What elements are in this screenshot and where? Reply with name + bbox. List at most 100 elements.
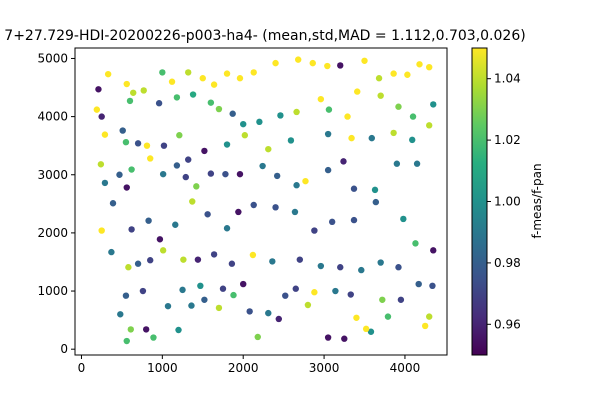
data-point — [324, 62, 331, 70]
data-point — [400, 215, 407, 223]
data-point — [368, 134, 375, 142]
colorbar-ticks: 0.96 0.98 1.00 1.02 1.04 — [487, 72, 521, 331]
data-point — [412, 240, 419, 247]
data-point — [328, 218, 336, 226]
data-point — [404, 71, 411, 78]
x-tick-label: 1000 — [147, 361, 178, 375]
data-point — [317, 95, 325, 103]
data-point — [348, 134, 355, 142]
data-point — [325, 106, 333, 113]
data-point — [287, 137, 295, 144]
data-point — [126, 97, 134, 105]
y-tick-label: 0 — [60, 342, 68, 356]
data-point — [159, 69, 166, 76]
data-point — [101, 179, 109, 187]
data-point — [291, 208, 299, 216]
data-point — [145, 217, 152, 224]
data-point — [409, 113, 417, 120]
data-point — [194, 256, 202, 263]
data-point — [292, 285, 299, 292]
data-point — [204, 211, 211, 218]
data-point — [390, 70, 397, 77]
data-point — [250, 201, 257, 209]
data-point — [223, 225, 231, 232]
data-point — [108, 248, 115, 256]
x-tick-label: 2000 — [228, 361, 259, 375]
data-point — [367, 328, 375, 335]
data-point — [125, 264, 132, 271]
data-point — [256, 118, 263, 126]
data-point — [241, 132, 249, 139]
data-point — [421, 322, 429, 330]
data-point — [210, 251, 218, 258]
data-point — [395, 103, 402, 110]
data-point — [93, 106, 101, 113]
data-point — [304, 301, 312, 309]
data-point — [430, 247, 437, 254]
data-point — [109, 200, 117, 207]
data-point — [372, 198, 380, 206]
data-point — [293, 182, 300, 189]
data-point — [173, 94, 181, 101]
data-point — [324, 130, 332, 138]
data-point — [140, 87, 147, 94]
data-point — [207, 99, 215, 106]
data-point — [201, 296, 208, 303]
data-point — [150, 334, 157, 341]
data-point — [426, 313, 433, 320]
data-point — [160, 142, 168, 149]
data-point — [219, 285, 227, 292]
data-point — [240, 120, 247, 128]
data-point — [236, 75, 244, 82]
data-point — [311, 289, 318, 296]
data-point — [98, 113, 105, 120]
data-point — [97, 161, 105, 168]
data-point — [358, 266, 365, 274]
data-point — [155, 100, 163, 107]
data-point — [296, 256, 304, 263]
data-point — [361, 57, 368, 64]
data-point — [229, 110, 236, 117]
y-tick-label: 4000 — [37, 110, 68, 124]
data-point — [259, 162, 266, 170]
data-point — [230, 291, 237, 299]
data-point — [341, 335, 348, 342]
data-point — [134, 260, 142, 267]
data-point — [269, 258, 276, 265]
data-point — [350, 185, 358, 192]
data-point — [282, 292, 289, 299]
data-point — [175, 326, 182, 334]
data-point — [416, 61, 423, 68]
data-point — [337, 62, 344, 69]
data-point — [199, 75, 206, 82]
colorbar-label: f-meas/f-pan — [530, 163, 544, 238]
data-point — [130, 89, 137, 96]
data-point — [122, 292, 130, 299]
data-point — [179, 286, 186, 294]
data-point — [390, 129, 397, 137]
data-point — [250, 69, 257, 76]
data-point — [409, 136, 416, 144]
data-point — [143, 142, 151, 149]
colorbar-tick-label: 1.02 — [494, 133, 521, 147]
data-point — [311, 227, 318, 234]
chart-title: 7+27.729-HDI-20200226-p003-ha4- (mean,st… — [4, 28, 525, 44]
data-point — [128, 226, 135, 233]
data-point — [223, 141, 231, 148]
colorbar-tick-label: 1.04 — [494, 72, 521, 86]
data-point — [426, 63, 433, 71]
data-point — [426, 122, 433, 129]
data-point — [384, 313, 392, 320]
data-point — [222, 170, 229, 178]
data-point — [128, 166, 135, 173]
data-point — [235, 208, 242, 216]
data-point — [123, 184, 130, 191]
data-point — [123, 80, 130, 88]
data-point — [293, 108, 300, 116]
data-point — [413, 160, 421, 167]
data-point — [189, 198, 196, 205]
data-point — [302, 177, 309, 185]
data-point — [324, 166, 332, 174]
